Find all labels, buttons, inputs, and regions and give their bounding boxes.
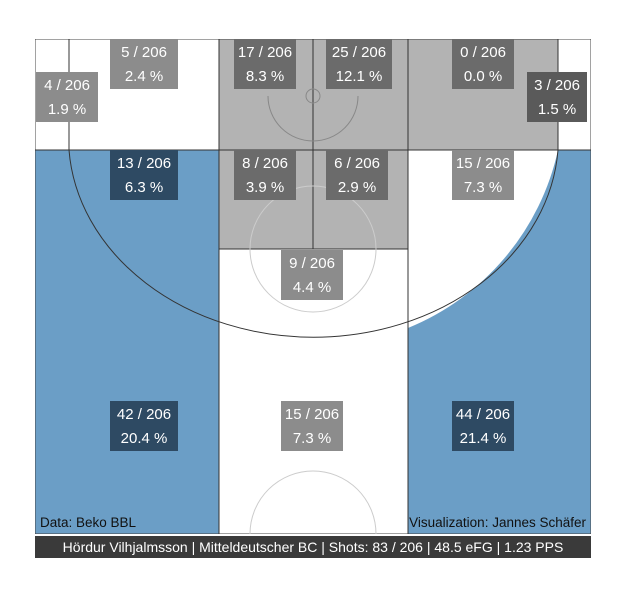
zone-label-corner-left-three-upper: 4 / 206 1.9 %	[36, 72, 98, 122]
footer-bar	[35, 536, 591, 558]
zone-fill-left-blue	[35, 150, 219, 534]
zone-count-left-three: 42 / 206	[117, 406, 171, 423]
zone-box-top-three	[281, 401, 343, 451]
zone-label-right-wing-two: 15 / 206 7.3 %	[452, 150, 514, 200]
zone-count-top-three: 15 / 206	[285, 406, 339, 423]
zone-label-paint-left-low: 17 / 206 8.3 %	[234, 39, 296, 89]
zone-count-corner-left-three-upper: 4 / 206	[44, 77, 90, 94]
zone-label-right-baseline-two: 0 / 206 0.0 %	[452, 39, 514, 89]
zone-box-right-wing-two	[452, 150, 514, 200]
zone-pct-right-baseline-two: 0.0 %	[464, 68, 502, 85]
zone-count-right-baseline-two: 0 / 206	[460, 44, 506, 61]
zone-count-paint-right-low: 25 / 206	[332, 44, 386, 61]
footer-summary: Hördur Vilhjalmsson | Mitteldeutscher BC…	[63, 539, 564, 555]
zone-count-right-wing-two: 15 / 206	[456, 155, 510, 172]
zone-label-free-throw-area: 9 / 206 4.4 %	[281, 250, 343, 300]
zone-box-left-three	[110, 401, 178, 451]
zone-count-paint-left-high: 8 / 206	[242, 155, 288, 172]
visualization-credit: Visualization: Jannes Schäfer	[409, 515, 586, 530]
zone-label-left-wing-two: 13 / 206 6.3 %	[110, 150, 178, 200]
zone-label-corner-right-three-upper: 3 / 206 1.5 %	[527, 72, 587, 122]
zone-fill-right-wing	[408, 150, 558, 328]
zone-label-paint-right-high: 6 / 206 2.9 %	[326, 150, 388, 200]
zone-count-paint-left-low: 17 / 206	[238, 44, 292, 61]
zone-box-right-three	[452, 401, 514, 451]
zone-label-paint-right-low: 25 / 206 12.1 %	[326, 39, 392, 89]
zone-box-free-throw-area	[281, 250, 343, 300]
zone-pct-corner-left-three-upper: 1.9 %	[48, 101, 86, 118]
zone-pct-paint-right-high: 2.9 %	[338, 179, 376, 196]
zone-box-paint-right-high	[326, 150, 388, 200]
zone-count-right-three: 44 / 206	[456, 406, 510, 423]
data-source-credit: Data: Beko BBL	[40, 515, 137, 530]
zone-box-paint-right-low	[326, 39, 392, 89]
zone-pct-left-wing-two: 6.3 %	[125, 179, 163, 196]
zone-box-right-baseline-two	[452, 39, 514, 89]
zone-count-free-throw-area: 9 / 206	[289, 255, 335, 272]
zone-label-paint-left-high: 8 / 206 3.9 %	[234, 150, 296, 200]
zone-pct-right-three: 21.4 %	[460, 430, 507, 447]
zone-pct-left-baseline-two: 2.4 %	[125, 68, 163, 85]
zone-label-top-three: 15 / 206 7.3 %	[281, 401, 343, 451]
zone-box-paint-left-low	[234, 39, 296, 89]
zone-label-left-three: 42 / 206 20.4 %	[110, 401, 178, 451]
zone-count-left-baseline-two: 5 / 206	[121, 44, 167, 61]
zone-pct-paint-left-high: 3.9 %	[246, 179, 284, 196]
zone-pct-left-three: 20.4 %	[121, 430, 168, 447]
zone-box-corner-left-three-upper	[36, 72, 98, 122]
zone-label-right-three: 44 / 206 21.4 %	[452, 401, 514, 451]
zone-pct-paint-right-low: 12.1 %	[336, 68, 383, 85]
zone-pct-top-three: 7.3 %	[293, 430, 331, 447]
zone-box-corner-right-three-upper	[527, 72, 587, 122]
zone-pct-free-throw-area: 4.4 %	[293, 279, 331, 296]
zone-pct-corner-right-three-upper: 1.5 %	[538, 101, 576, 118]
zone-box-left-baseline-two	[110, 39, 178, 89]
zone-label-left-baseline-two: 5 / 206 2.4 %	[110, 39, 178, 89]
zone-box-paint-left-high	[234, 150, 296, 200]
zone-count-left-wing-two: 13 / 206	[117, 155, 171, 172]
zone-count-corner-right-three-upper: 3 / 206	[534, 77, 580, 94]
zone-box-left-wing-two	[110, 150, 178, 200]
zone-pct-paint-left-low: 8.3 %	[246, 68, 284, 85]
zone-pct-right-wing-two: 7.3 %	[464, 179, 502, 196]
zone-count-paint-right-high: 6 / 206	[334, 155, 380, 172]
